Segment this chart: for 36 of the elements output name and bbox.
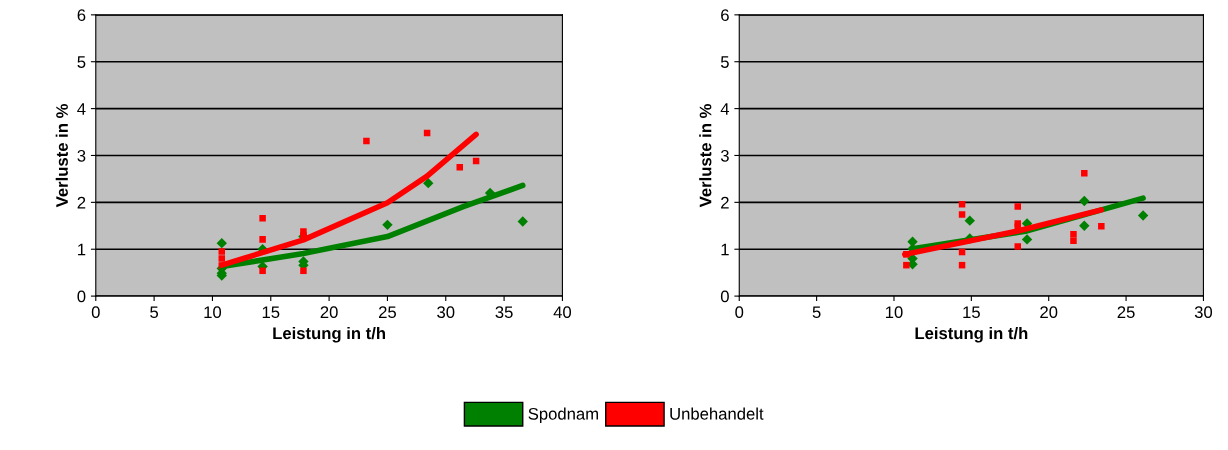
x-tick-label: 25 [379,306,397,319]
x-tick-label: 35 [495,306,513,319]
y-tick-label: 1 [78,243,86,256]
x-tick-label: 5 [812,306,821,319]
x-tick-label: 10 [885,306,903,319]
x-axis-title: Leistung in t/h [273,326,386,343]
x-tick-label: 25 [1117,306,1135,319]
y-tick-label: 6 [77,9,86,22]
y-tick-label: 4 [77,103,86,115]
x-tick-label: 20 [320,306,338,319]
x-tick-label: 5 [150,306,159,319]
x-tick-label: 30 [437,306,455,319]
y-tick-label: 2 [77,196,86,209]
legend-label: Unbehandelt [670,407,764,420]
x-tick-label: 15 [262,306,280,319]
y-axis-title: Verluste in % [55,104,68,208]
x-tick-label: 40 [553,306,572,319]
y-tick-label: 4 [720,103,730,115]
y-tick-label: 3 [720,149,729,162]
x-axis-title: Leistung in t/h [915,326,1028,343]
y-tick-label: 5 [720,56,729,68]
x-tick-label: 15 [963,306,980,319]
y-tick-label: 3 [77,149,86,162]
x-tick-label: 30 [1194,306,1213,319]
y-tick-label: 6 [721,9,729,22]
y-tick-label: 5 [77,56,86,68]
x-tick-label: 0 [91,306,100,319]
y-axis-title: Verluste in % [699,104,712,208]
y-tick-label: 0 [77,290,86,303]
x-tick-label: 20 [1040,306,1058,319]
y-tick-label: 2 [721,196,729,209]
y-tick-label: 1 [721,243,729,256]
legend-label: Spodnam [528,407,598,424]
x-tick-label: 0 [735,306,744,319]
x-tick-label: 10 [204,306,222,319]
y-tick-label: 0 [720,290,729,303]
